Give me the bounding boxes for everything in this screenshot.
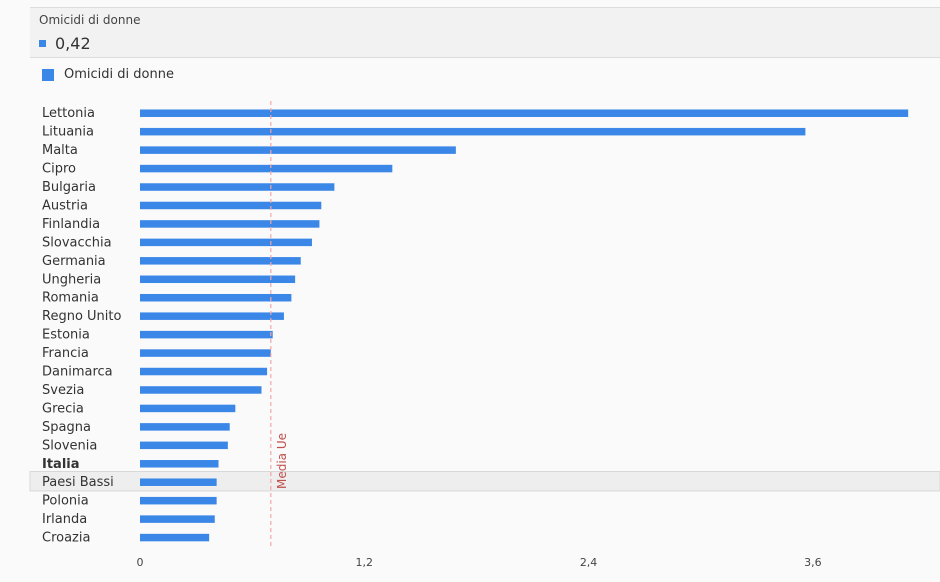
bar-romania[interactable]	[140, 293, 292, 302]
bar-croazia[interactable]	[140, 533, 210, 542]
category-label: Romania	[42, 291, 99, 306]
bar-estonia[interactable]	[140, 330, 273, 339]
category-label: Grecia	[42, 401, 84, 416]
average-reference-label: Media Ue	[275, 433, 289, 489]
category-label: Svezia	[42, 383, 84, 398]
category-label: Germania	[42, 254, 106, 269]
bar-danimarca[interactable]	[140, 367, 268, 376]
x-tick-label: 2,4	[580, 556, 598, 569]
bar-spagna[interactable]	[140, 423, 230, 431]
bar-paesi-bassi[interactable]	[140, 478, 217, 486]
category-label: Slovenia	[42, 438, 97, 453]
bar-polonia[interactable]	[140, 496, 217, 505]
tooltip-series-swatch	[39, 40, 46, 47]
legend-label: Omicidi di donne	[64, 67, 174, 82]
bar-slovenia[interactable]	[140, 441, 228, 450]
tooltip-title: Omicidi di donne	[39, 13, 141, 27]
category-label: Paesi Bassi	[42, 475, 114, 490]
category-label: Bulgaria	[42, 180, 96, 195]
category-label: Austria	[42, 198, 88, 213]
tooltip-value: 0,42	[55, 34, 91, 53]
category-label: Estonia	[42, 328, 90, 343]
category-label: Slovacchia	[42, 235, 112, 250]
bar-lituania[interactable]	[140, 127, 806, 136]
category-label: Croazia	[42, 531, 90, 546]
bar-ungheria[interactable]	[140, 275, 296, 284]
bar-grecia[interactable]	[140, 404, 236, 413]
category-label: Regno Unito	[42, 309, 121, 324]
category-label: Ungheria	[42, 272, 101, 287]
bar-francia[interactable]	[140, 349, 271, 357]
category-label: Malta	[42, 143, 78, 158]
x-tick-label: 0	[137, 556, 144, 569]
bar-germania[interactable]	[140, 257, 301, 265]
bar-italia[interactable]	[140, 460, 219, 468]
tooltip: Omicidi di donne 0,42	[30, 7, 940, 58]
bar-slovacchia[interactable]	[140, 238, 312, 247]
bar-lettonia[interactable]	[140, 109, 909, 117]
category-label: Irlanda	[42, 512, 87, 527]
bar-finlandia[interactable]	[140, 220, 320, 228]
bar-bulgaria[interactable]	[140, 183, 335, 191]
bar-austria[interactable]	[140, 201, 322, 210]
x-tick-label: 1,2	[356, 556, 374, 569]
legend-swatch	[42, 69, 54, 81]
category-label: Lettonia	[42, 106, 95, 121]
category-label: Cipro	[42, 162, 76, 177]
category-label: Italia	[42, 457, 80, 472]
hover-row-highlight	[29, 471, 940, 492]
category-label: Lituania	[42, 125, 94, 140]
category-label: Polonia	[42, 494, 89, 509]
bar-irlanda[interactable]	[140, 515, 215, 523]
category-label: Spagna	[42, 420, 91, 435]
bar-svezia[interactable]	[140, 386, 262, 394]
category-label: Danimarca	[42, 365, 113, 380]
x-tick-label: 3,6	[804, 556, 822, 569]
bar-malta[interactable]	[140, 146, 456, 154]
category-label: Finlandia	[42, 217, 100, 232]
bar-regno-unito[interactable]	[140, 312, 284, 320]
category-label: Francia	[42, 346, 89, 361]
bar-cipro[interactable]	[140, 164, 393, 173]
